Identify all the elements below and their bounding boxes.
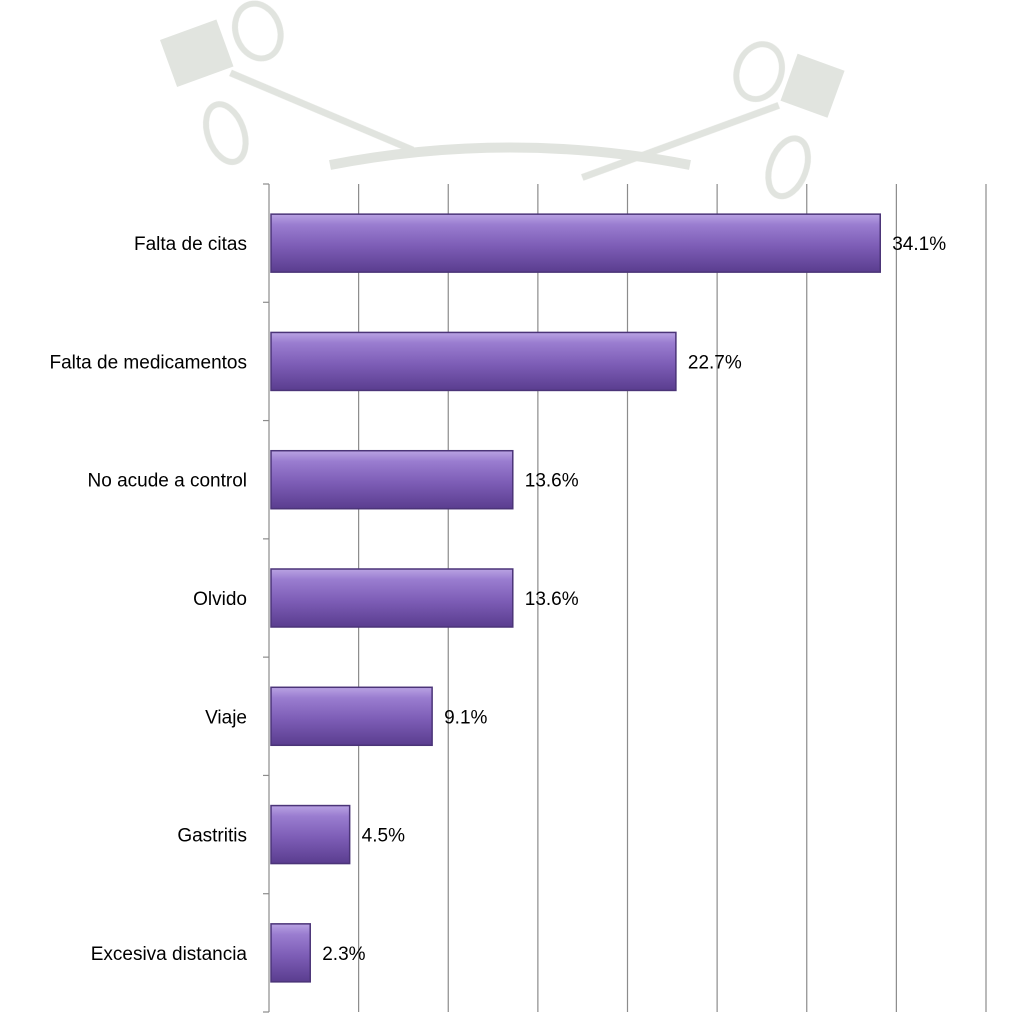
- category-label: Gastritis: [177, 826, 247, 847]
- category-label: Falta de citas: [134, 234, 247, 255]
- data-label: 22.7%: [688, 352, 742, 373]
- bar: [270, 213, 881, 273]
- category-label: Viaje: [205, 707, 247, 728]
- bar: [270, 686, 433, 747]
- category-label: No acude a control: [88, 471, 248, 492]
- gridlines: [358, 184, 987, 1012]
- watermark-seal: [160, 0, 845, 200]
- data-label: 4.5%: [362, 826, 405, 847]
- bar: [270, 331, 677, 392]
- data-label: 9.1%: [444, 707, 487, 728]
- axes: [263, 183, 270, 1013]
- bar: [270, 568, 514, 628]
- data-label: 13.6%: [525, 471, 579, 492]
- category-label: Excesiva distancia: [91, 944, 248, 965]
- bar: [270, 449, 514, 510]
- bar: [270, 923, 311, 983]
- data-label: 34.1%: [892, 234, 946, 255]
- bar: [270, 804, 351, 865]
- category-label: Falta de medicamentos: [50, 352, 248, 373]
- data-label: 2.3%: [322, 944, 365, 965]
- category-label: Olvido: [193, 589, 247, 610]
- bars: [270, 213, 881, 983]
- data-label: 13.6%: [525, 589, 579, 610]
